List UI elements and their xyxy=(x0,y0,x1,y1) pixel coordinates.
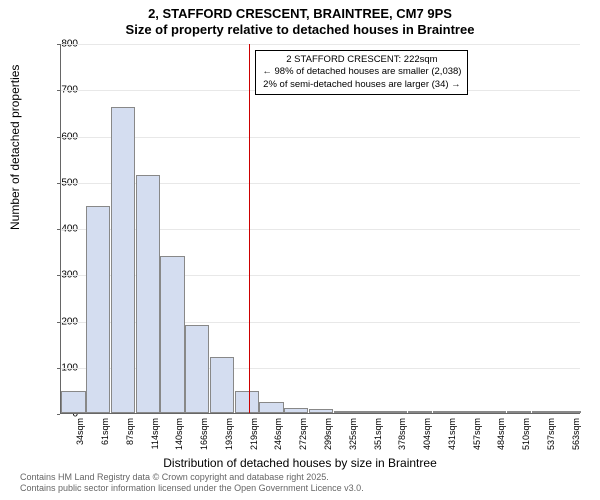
x-tick-label: 351sqm xyxy=(373,418,383,450)
histogram-bar xyxy=(556,411,580,413)
x-tick-label: 219sqm xyxy=(249,418,259,450)
histogram-bar xyxy=(136,175,160,413)
x-tick-label: 563sqm xyxy=(571,418,581,450)
plot-area: 2 STAFFORD CRESCENT: 222sqm ← 98% of det… xyxy=(60,44,580,414)
x-tick-label: 34sqm xyxy=(75,418,85,445)
chart-container: 2, STAFFORD CRESCENT, BRAINTREE, CM7 9PS… xyxy=(0,0,600,500)
histogram-bar xyxy=(532,411,556,413)
x-tick-label: 431sqm xyxy=(447,418,457,450)
chart-title-2: Size of property relative to detached ho… xyxy=(0,22,600,37)
x-tick-label: 404sqm xyxy=(422,418,432,450)
x-tick-label: 378sqm xyxy=(397,418,407,450)
x-tick-label: 510sqm xyxy=(521,418,531,450)
x-tick-label: 140sqm xyxy=(174,418,184,450)
histogram-bar xyxy=(86,206,110,413)
x-axis-label: Distribution of detached houses by size … xyxy=(0,456,600,470)
histogram-bar xyxy=(309,409,333,413)
histogram-bar xyxy=(408,411,432,413)
histogram-bar xyxy=(111,107,135,413)
histogram-bar xyxy=(358,411,382,413)
reference-line xyxy=(249,44,250,413)
annotation-line3: 2% of semi-detached houses are larger (3… xyxy=(262,79,461,91)
x-tick-label: 299sqm xyxy=(323,418,333,450)
histogram-bar xyxy=(185,325,209,413)
histogram-bar xyxy=(507,411,531,413)
annotation-line2: ← 98% of detached houses are smaller (2,… xyxy=(262,66,461,78)
footer-line2: Contains public sector information licen… xyxy=(20,483,364,494)
histogram-bar xyxy=(61,391,85,413)
annotation-box: 2 STAFFORD CRESCENT: 222sqm ← 98% of det… xyxy=(255,50,468,95)
x-tick-label: 484sqm xyxy=(496,418,506,450)
x-tick-label: 457sqm xyxy=(472,418,482,450)
x-tick-label: 114sqm xyxy=(150,418,160,449)
histogram-bar xyxy=(210,357,234,413)
histogram-bar xyxy=(383,411,407,413)
histogram-bar xyxy=(160,256,184,413)
y-axis-label: Number of detached properties xyxy=(8,65,22,230)
x-tick-label: 246sqm xyxy=(273,418,283,450)
x-tick-label: 193sqm xyxy=(224,418,234,450)
histogram-bar xyxy=(259,402,283,413)
footer-line1: Contains HM Land Registry data © Crown c… xyxy=(20,472,364,483)
histogram-bar xyxy=(235,391,259,413)
x-tick-label: 87sqm xyxy=(125,418,135,445)
x-tick-label: 166sqm xyxy=(199,418,209,450)
histogram-bar xyxy=(284,408,308,413)
histogram-bar xyxy=(433,411,457,413)
histogram-bar xyxy=(482,411,506,413)
x-tick-label: 61sqm xyxy=(100,418,110,445)
footer-attribution: Contains HM Land Registry data © Crown c… xyxy=(20,472,364,494)
x-tick-label: 325sqm xyxy=(348,418,358,450)
histogram-bar xyxy=(334,411,358,413)
chart-title-1: 2, STAFFORD CRESCENT, BRAINTREE, CM7 9PS xyxy=(0,6,600,21)
annotation-line1: 2 STAFFORD CRESCENT: 222sqm xyxy=(262,54,461,66)
x-tick-label: 537sqm xyxy=(546,418,556,450)
histogram-bar xyxy=(457,411,481,413)
x-tick-label: 272sqm xyxy=(298,418,308,450)
